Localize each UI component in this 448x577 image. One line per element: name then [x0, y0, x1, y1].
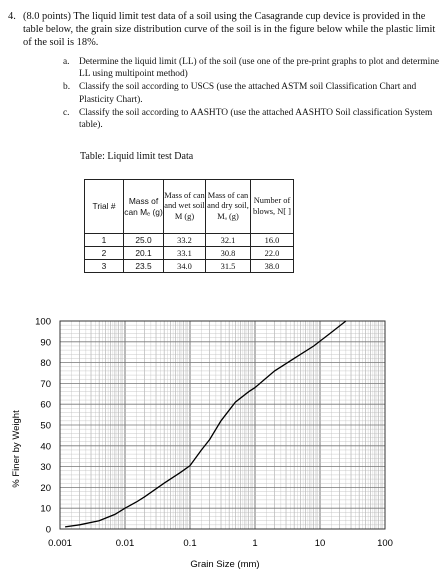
- col-header-blows: Number of blows, N[ ]: [250, 179, 294, 234]
- cell-mass-wet: 33.2: [163, 233, 206, 247]
- y-tick-label: 100: [35, 317, 51, 328]
- y-tick-label: 20: [40, 483, 51, 494]
- item-text: Determine the liquid limit (LL) of the s…: [79, 57, 440, 80]
- x-tick-labels: 0.001 0.01 0.1 1 10 100: [48, 538, 393, 549]
- y-tick-label: 10: [40, 504, 51, 515]
- col-header-mass-can: Mass of can Mₑ (g): [123, 179, 164, 234]
- x-tick-label: 0.01: [116, 538, 135, 549]
- cell-mass-wet: 33.1: [163, 246, 206, 260]
- question: 4. (8.0 points) The liquid limit test da…: [8, 10, 440, 50]
- grain-size-curve: [65, 320, 347, 528]
- cell-mass-dry: 31.5: [205, 259, 251, 273]
- cell-blows: 22.0: [250, 246, 294, 260]
- question-items: a. Determine the liquid limit (LL) of th…: [63, 56, 443, 132]
- cell-blows: 38.0: [250, 259, 294, 273]
- y-axis-label: % Finer by Weight: [11, 410, 22, 488]
- y-tick-label: 90: [40, 337, 51, 348]
- x-axis-label: Grain Size (mm): [190, 559, 259, 570]
- cell-mass-dry: 32.1: [205, 233, 251, 247]
- y-tick-label: 70: [40, 379, 51, 390]
- item-text: Classify the soil according to USCS (use…: [79, 82, 417, 105]
- col-header-mass-dry: Mass of can and dry soil, Mₐ (g): [205, 179, 251, 234]
- item-label: c.: [63, 107, 70, 118]
- liquid-limit-table: Trial # Mass of can Mₑ (g) Mass of can a…: [84, 179, 294, 273]
- x-tick-label: 10: [315, 538, 326, 549]
- y-tick-label: 0: [46, 525, 51, 536]
- table-row: 3 23.5 34.0 31.5 38.0: [84, 259, 294, 273]
- table-row: 2 20.1 33.1 30.8 22.0: [84, 246, 294, 260]
- cell-mass-can: 23.5: [123, 259, 164, 273]
- table-header-row: Trial # Mass of can Mₑ (g) Mass of can a…: [84, 179, 294, 234]
- cell-mass-can: 25.0: [123, 233, 164, 247]
- grain-size-chart: 0 10 20 30 40 50 60 70 80 90 100 0.001 0.01 0.1 1 10 10…: [11, 317, 393, 571]
- item-label: a.: [63, 57, 70, 67]
- y-tick-label: 30: [40, 462, 51, 473]
- x-tick-label: 1: [252, 538, 257, 549]
- y-tick-label: 40: [40, 441, 51, 452]
- col-header-mass-wet: Mass of can and wet soil M (g): [163, 179, 206, 234]
- table-caption: Table: Liquid limit test Data: [80, 151, 194, 162]
- cell-mass-wet: 34.0: [163, 259, 206, 273]
- item-text: Classify the soil according to AASHTO (u…: [79, 107, 433, 131]
- y-tick-label: 60: [40, 400, 51, 411]
- question-number: 4.: [8, 11, 16, 22]
- y-tick-label: 50: [40, 421, 51, 432]
- cell-trial: 2: [84, 246, 124, 260]
- x-tick-label: 0.1: [183, 538, 196, 549]
- cell-blows: 16.0: [250, 233, 294, 247]
- cell-mass-dry: 30.8: [205, 246, 251, 260]
- question-item-a: a. Determine the liquid limit (LL) of th…: [63, 56, 443, 80]
- cell-mass-can: 20.1: [123, 246, 164, 260]
- cell-trial: 1: [84, 233, 124, 247]
- y-tick-label: 80: [40, 358, 51, 369]
- chart-grid: [59, 320, 385, 530]
- x-tick-label: 0.001: [48, 538, 72, 549]
- question-item-c: c. Classify the soil according to AASHTO…: [63, 107, 443, 131]
- table-row: 1 25.0 33.2 32.1 16.0: [84, 233, 294, 247]
- y-tick-labels: 0 10 20 30 40 50 60 70 80 90 100: [35, 317, 51, 536]
- item-label: b.: [63, 82, 71, 93]
- chart-axes: [59, 320, 386, 530]
- question-text: (8.0 points) The liquid limit test data …: [23, 11, 436, 49]
- cell-trial: 3: [84, 259, 124, 273]
- col-header-trial: Trial #: [84, 179, 124, 234]
- x-tick-label: 100: [377, 538, 393, 549]
- plot-frame: [59, 320, 386, 530]
- question-item-b: b. Classify the soil according to USCS (…: [63, 81, 443, 105]
